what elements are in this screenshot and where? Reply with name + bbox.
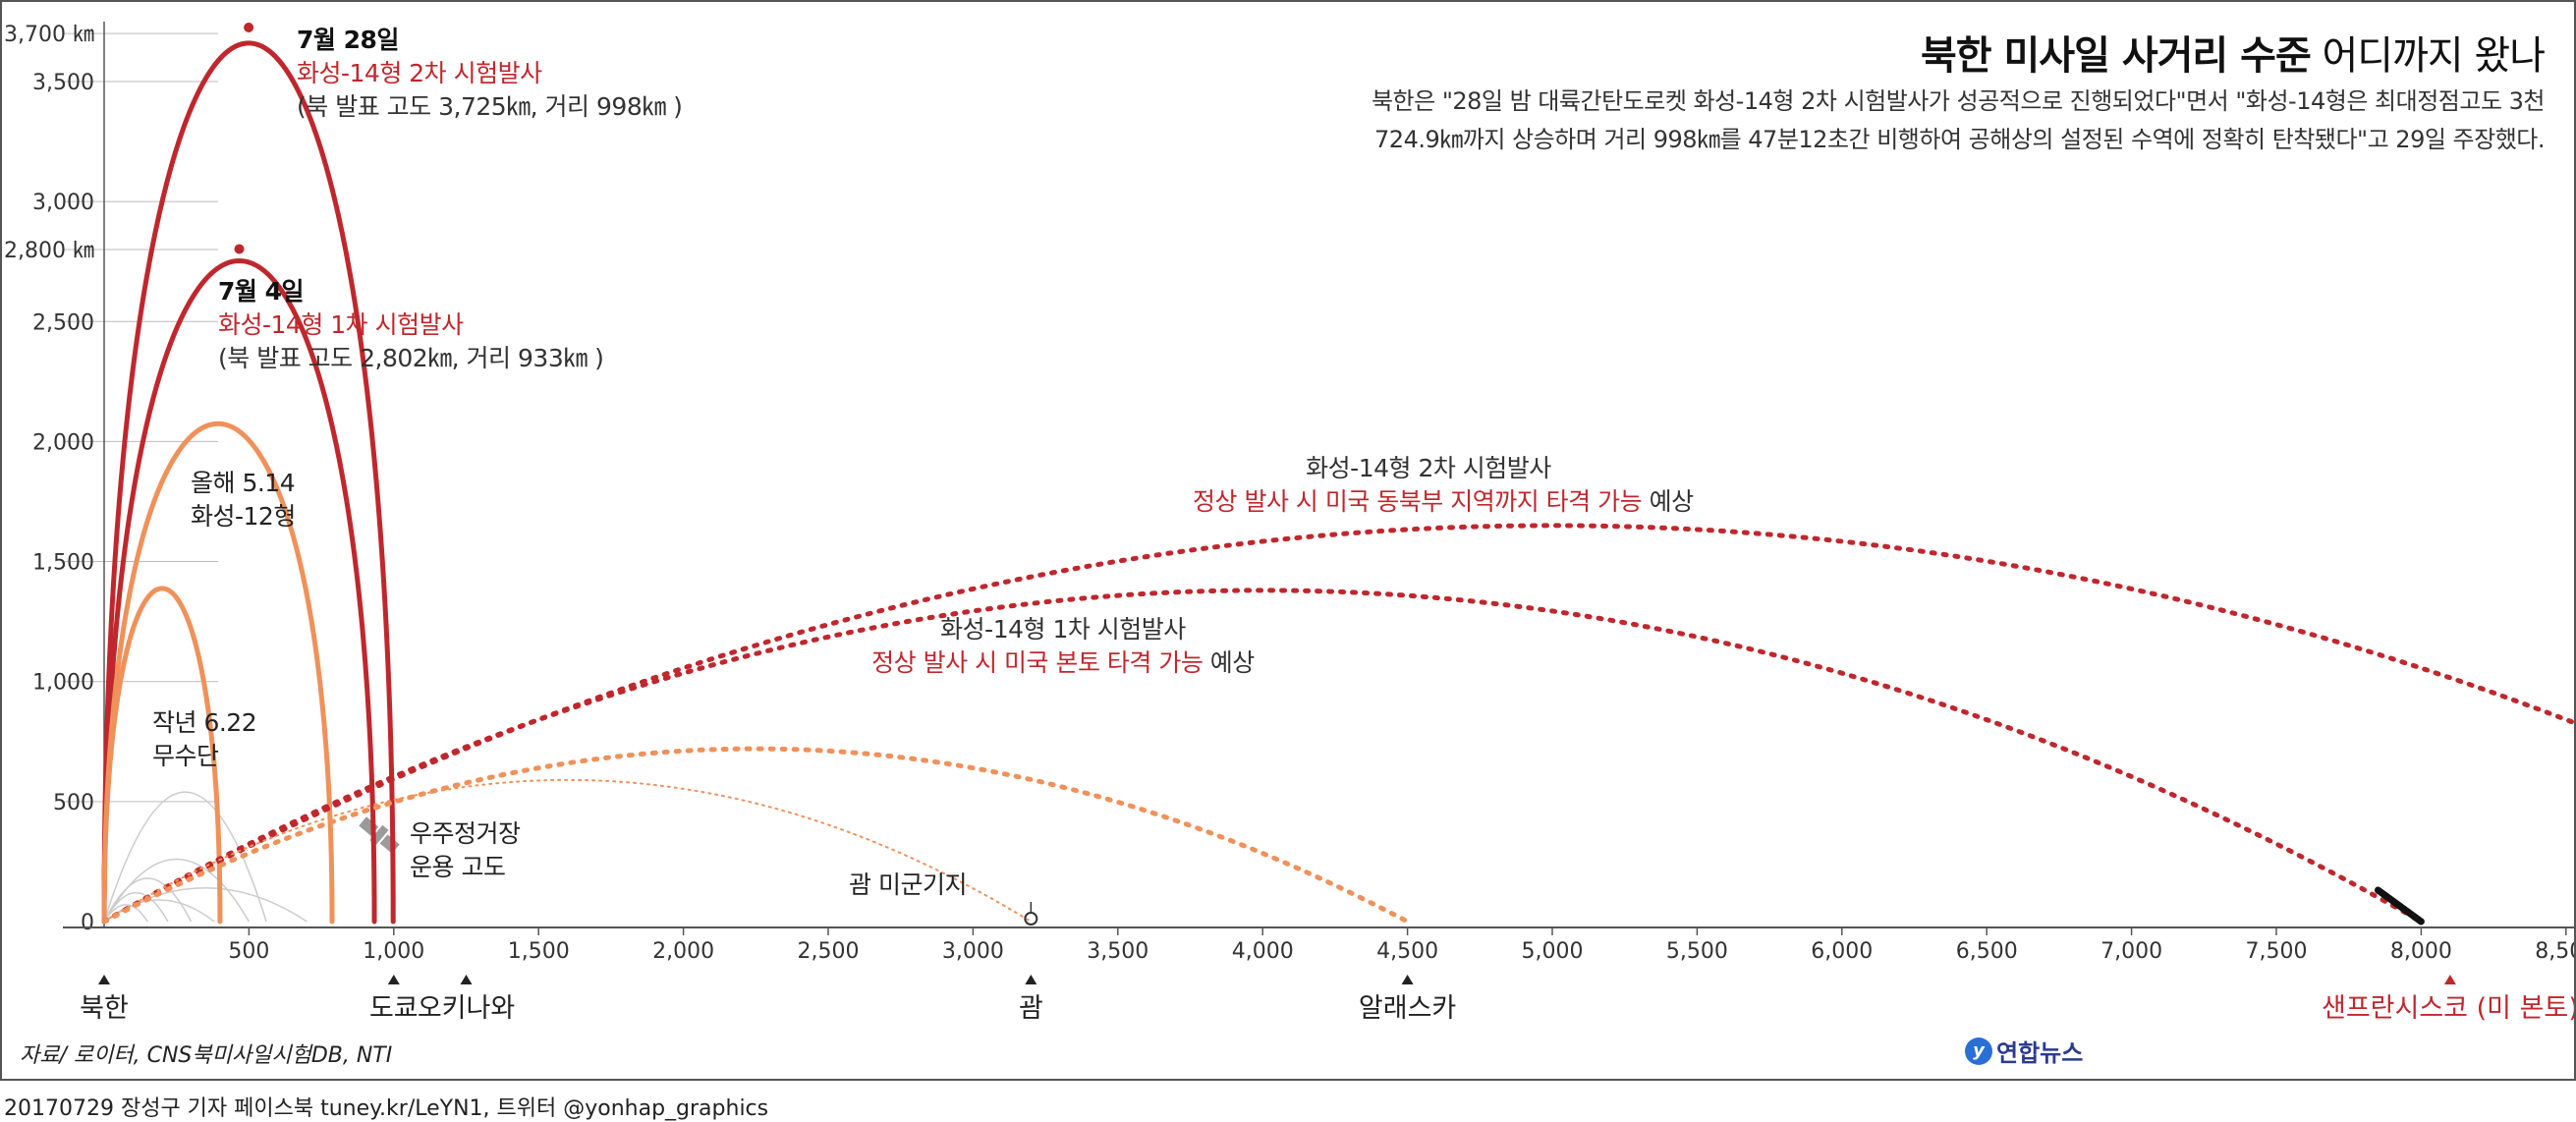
normal-trajectory — [101, 746, 1411, 925]
y-tick-label: 3,000 — [32, 191, 94, 215]
reference-arc — [103, 791, 267, 923]
annotation-may14: 올해 5.14 화성-12형 — [191, 467, 296, 533]
annotation-first-normal: 화성-14형 1차 시험발사 정상 발사 시 미국 본토 타격 가능 예상 — [847, 613, 1279, 680]
first-normal-line1: 화성-14형 1차 시험발사 — [940, 615, 1186, 644]
x-tick-label: 4,500 — [1376, 939, 1438, 964]
x-tick-label: 7,000 — [2100, 939, 2162, 964]
x-tick-label: 1,000 — [363, 939, 424, 964]
source-credit: 자료/ 로이터, CNS북미사일시험DB, NTI — [20, 1043, 393, 1068]
x-tick-label: 2,000 — [652, 939, 714, 964]
trajectory-chart: 0 500 1,000 1,500 2,000 2,500 2,800 ㎞ 3,000 3,50… — [4, 22, 2576, 984]
normal-trajectory — [103, 778, 1033, 923]
x-tick-label: 5,000 — [1522, 939, 1584, 964]
title-bold: 북한 미사일 사거리 수준 — [1920, 33, 2312, 79]
yonhap-logo-icon: y — [1965, 1037, 1992, 1065]
annotation-second-normal: 화성-14형 2차 시험발사 정상 발사 시 미국 동북부 지역까지 타격 가능… — [1193, 452, 1694, 519]
location-marker — [98, 975, 110, 984]
lofted-trajectory — [101, 586, 223, 925]
footer-credit: 20170729 장성구 기자 페이스북 tuney.kr/LeYN1, 트위터… — [4, 1096, 769, 1121]
second-normal-suffix: 예상 — [1642, 487, 1695, 516]
location-label: 괌 — [1018, 993, 1043, 1024]
reference-arc — [103, 892, 169, 923]
x-tick-label: 1,500 — [508, 939, 570, 964]
annotation-jul4: 7월 4일 화성-14형 1차 시험발사 (북 발표 고도 2,802㎞, 거리… — [218, 275, 604, 375]
x-tick-label: 8,000 — [2390, 939, 2452, 964]
jul4-detail: (북 발표 고도 2,802㎞, 거리 933㎞ ) — [218, 344, 604, 372]
location-marker — [1025, 975, 1037, 984]
iss-line1: 우주정거장 — [410, 819, 521, 848]
lofted-trajectory — [101, 421, 335, 925]
may14-line2: 화성-12형 — [191, 502, 296, 531]
location-marker — [1401, 975, 1414, 984]
title-rest: 어디까지 왔나 — [2310, 33, 2546, 79]
annotation-guam-base: 괌 미군기지 — [849, 870, 967, 899]
location-marker — [387, 975, 400, 984]
second-normal-red: 정상 발사 시 미국 동북부 지역까지 타격 가능 — [1193, 487, 1643, 516]
location-marker — [2443, 975, 2456, 984]
may14-line1: 올해 5.14 — [191, 469, 296, 497]
description: 북한은 "28일 밤 대륙간탄도로켓 화성-14형 2차 시험발사가 성공적으로… — [1371, 87, 2546, 153]
x-tick-label: 8,500 — [2535, 939, 2576, 964]
lofted-trajectory — [101, 40, 396, 925]
jul28-detail: (북 발표 고도 3,725㎞, 거리 998㎞ ) — [297, 92, 683, 121]
first-normal-red: 정상 발사 시 미국 본토 타격 가능 — [871, 648, 1204, 677]
location-marker — [460, 975, 473, 984]
logo-text: 연합뉴스 — [1996, 1039, 2084, 1067]
apogee-marker — [244, 22, 254, 32]
apogee-marker — [234, 244, 245, 254]
guam-marker — [1024, 912, 1038, 926]
y-tick-label: 1,000 — [32, 671, 94, 696]
infographic-frame: 0 500 1,000 1,500 2,000 2,500 2,800 ㎞ 3,000 3,50… — [0, 0, 2576, 1081]
y-tick-label: 1,500 — [32, 551, 94, 576]
location-label: 도쿄 — [368, 993, 419, 1024]
lofted-trajectory — [101, 257, 377, 925]
x-tick-label: 2,500 — [798, 939, 860, 964]
y-tick-label: 2,500 — [32, 310, 94, 335]
jul4-name: 화성-14형 1차 시험발사 — [218, 310, 464, 339]
y-tick-label: 2,000 — [32, 430, 94, 455]
x-tick-label: 5,500 — [1666, 939, 1728, 964]
x-tick-label: 3,000 — [942, 939, 1004, 964]
first-normal-suffix: 예상 — [1203, 648, 1256, 677]
x-tick-label: 6,000 — [1811, 939, 1873, 964]
page-title: 북한 미사일 사거리 수준 어디까지 왔나 — [1920, 24, 2546, 81]
annotation-jul28: 7월 28일 화성-14형 2차 시험발사 (북 발표 고도 3,725㎞, 거… — [297, 24, 683, 124]
jul28-name: 화성-14형 2차 시험발사 — [297, 59, 542, 87]
normal-trajectory — [101, 588, 2424, 925]
x-tick-label: 4,000 — [1232, 939, 1294, 964]
annotation-iss: 우주정거장 운용 고도 — [410, 817, 521, 884]
x-tick-label: 3,500 — [1087, 939, 1148, 964]
annotation-musudan: 작년 6.22 무수단 — [152, 706, 257, 773]
yonhap-logo: y 연합뉴스 — [1965, 1034, 2083, 1068]
y-tick-label: 3,500 — [32, 71, 94, 95]
location-label: 오키나와 — [417, 993, 516, 1024]
reference-arc — [103, 858, 251, 923]
warhead-icon — [2374, 886, 2425, 926]
location-label: 알래스카 — [1358, 993, 1457, 1024]
x-tick-label: 500 — [228, 939, 269, 964]
x-tick-label: 6,500 — [1956, 939, 2018, 964]
y-tick-label: 2,800 ㎞ — [4, 239, 94, 263]
musudan-line2: 무수단 — [152, 742, 219, 770]
y-tick-label: 3,700 ㎞ — [4, 23, 94, 47]
iss-line2: 운용 고도 — [410, 853, 506, 881]
x-tick-label: 7,500 — [2246, 939, 2308, 964]
musudan-line1: 작년 6.22 — [152, 708, 257, 737]
second-normal-line1: 화성-14형 2차 시험발사 — [1306, 454, 1551, 482]
jul4-date: 7월 4일 — [218, 277, 305, 306]
y-tick-label: 500 — [53, 791, 94, 815]
jul28-date: 7월 28일 — [297, 26, 399, 54]
location-label: 샌프란시스코 (미 본토) — [2321, 993, 2576, 1024]
location-label: 북한 — [80, 993, 129, 1024]
y-tick-label: 0 — [81, 911, 94, 935]
